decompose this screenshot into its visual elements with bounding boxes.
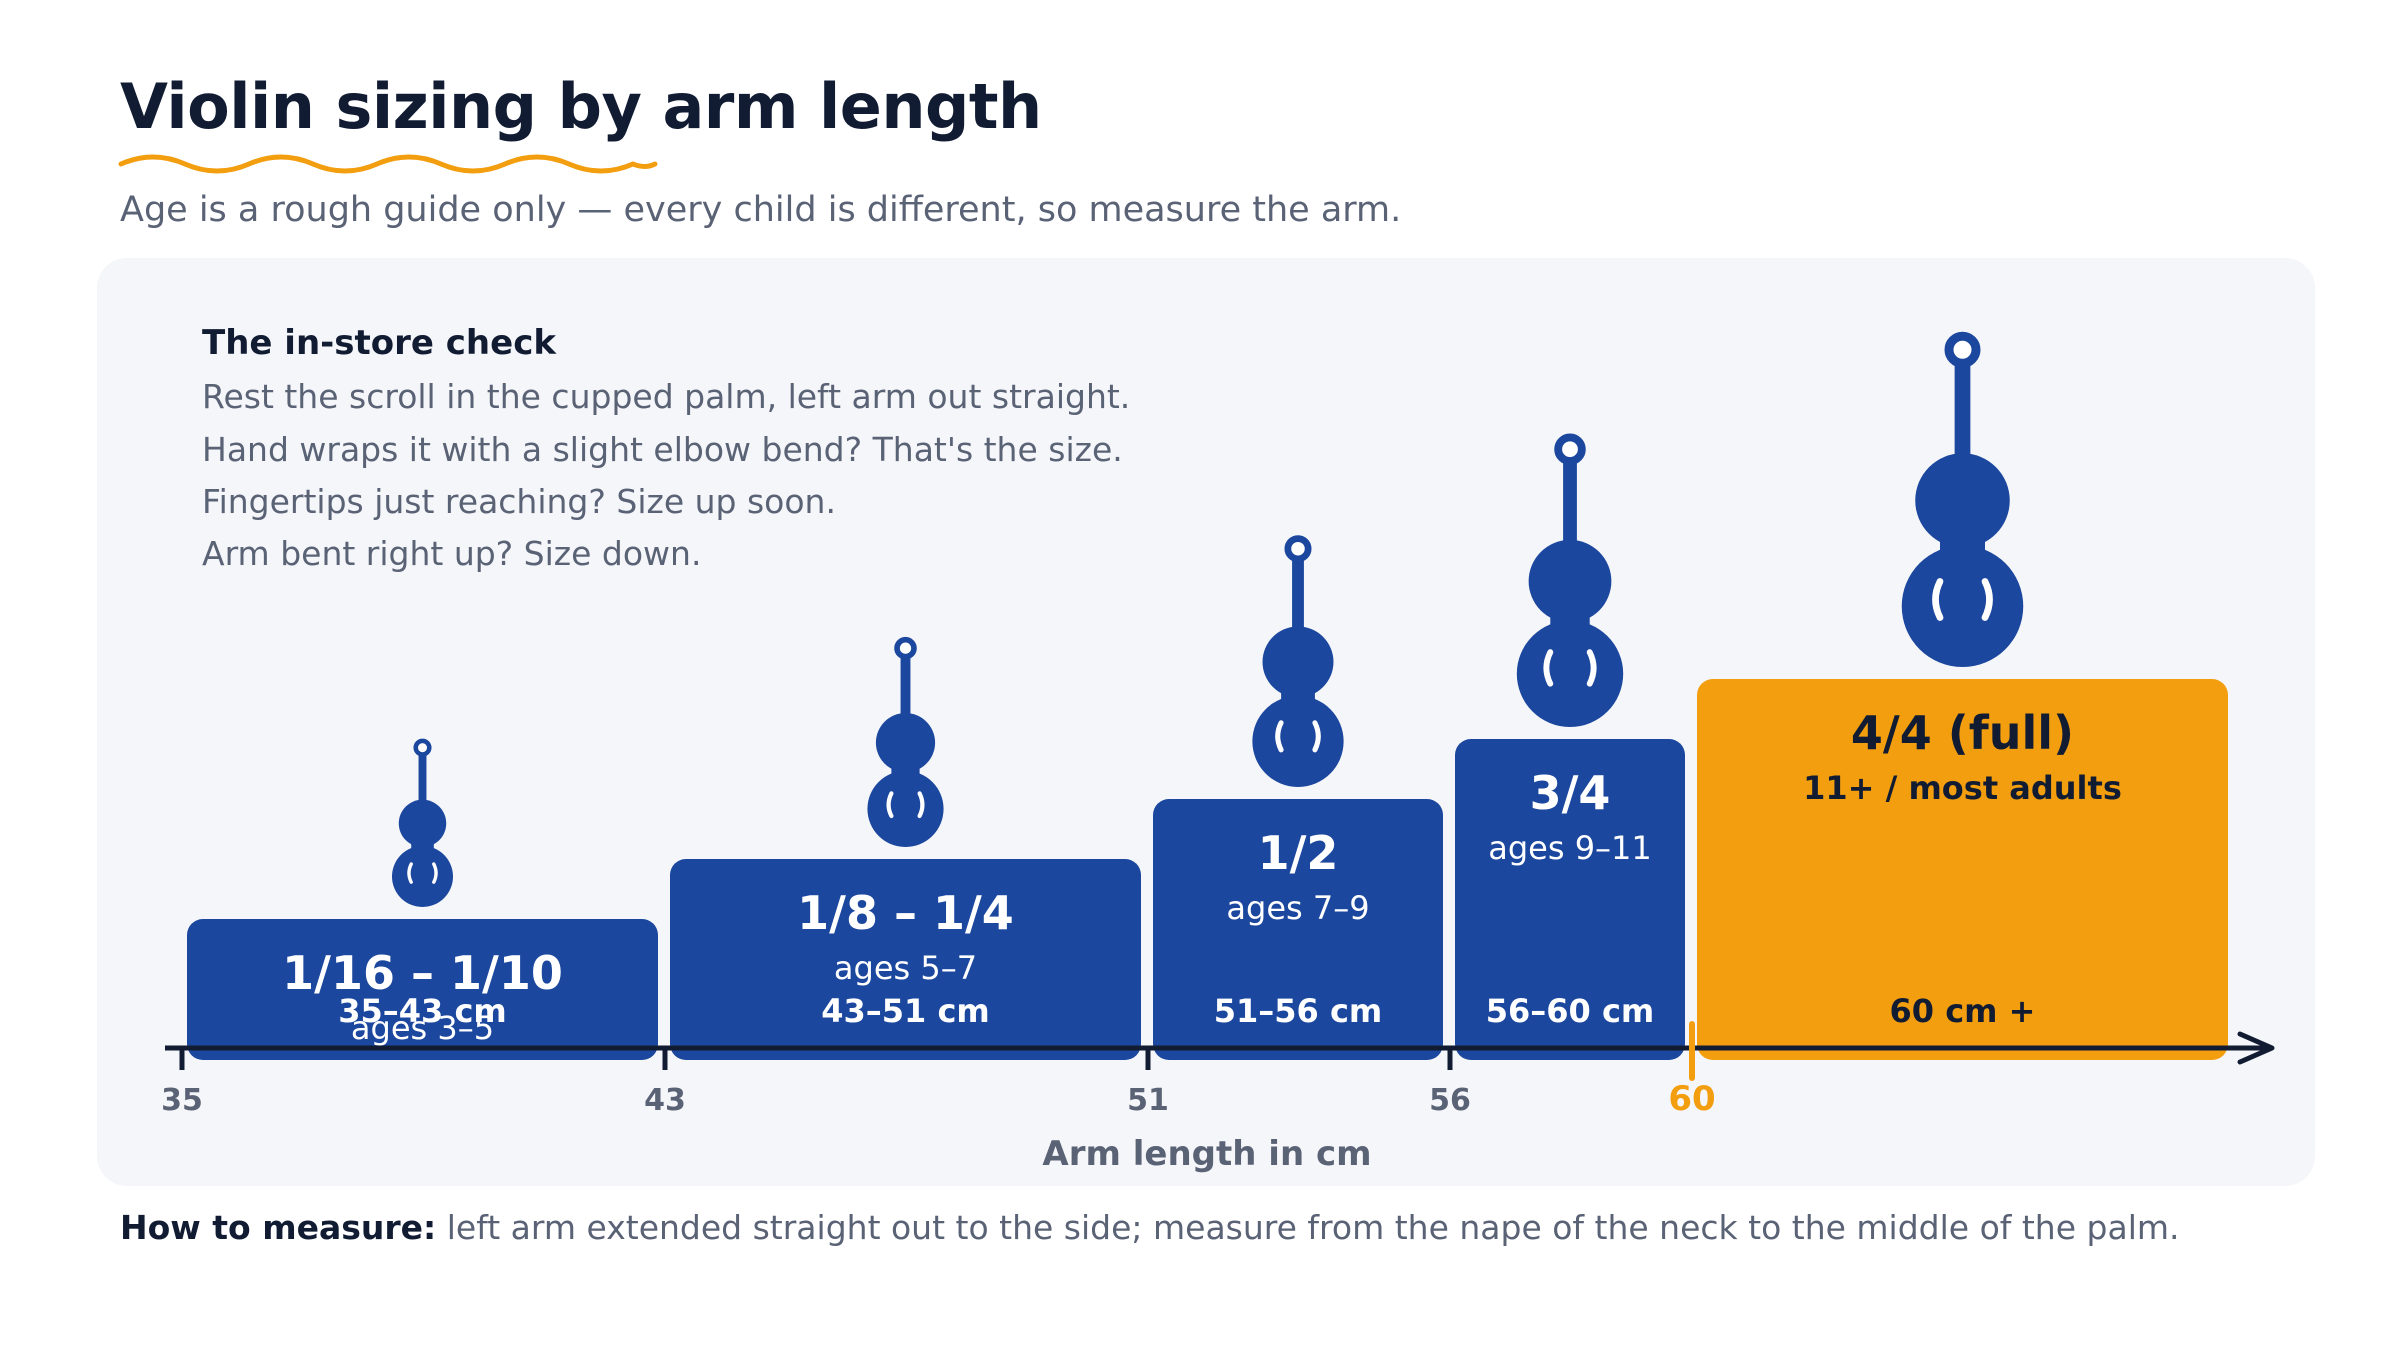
violin-icon-part xyxy=(432,862,438,884)
violin-icon-part xyxy=(391,845,454,907)
violin-icon-part xyxy=(1262,626,1334,698)
size-bar xyxy=(187,919,658,1060)
age-label: ages 5–7 xyxy=(834,949,977,987)
violin-icon-part xyxy=(1516,620,1624,727)
age-label: ages 9–11 xyxy=(1488,829,1652,867)
violin-icon-part xyxy=(891,756,920,783)
age-label: ages 7–9 xyxy=(1226,889,1369,927)
violin-icon-part xyxy=(1940,523,1985,564)
instore-check-title: The in-store check xyxy=(202,323,556,363)
range-label: 35–43 cm xyxy=(338,992,507,1030)
violin-icon-part xyxy=(418,751,427,808)
violin-icon-part xyxy=(1275,720,1284,753)
violin-icon-part xyxy=(1563,455,1577,554)
size-bar xyxy=(670,859,1141,1060)
violin-icon-part xyxy=(917,791,925,819)
violin-icon xyxy=(1252,535,1344,787)
range-label: 56–60 cm xyxy=(1486,992,1655,1030)
measure-instructions-text: left arm extended straight out to the si… xyxy=(446,1208,2180,1247)
violin-icon-part xyxy=(1543,649,1554,687)
violin-icon-part xyxy=(1932,578,1944,621)
x-axis-title: Arm length in cm xyxy=(1042,1134,1371,1174)
violin-icon-part xyxy=(407,862,413,884)
violin-icon-part xyxy=(398,799,447,848)
violin-icon-part xyxy=(1944,331,1981,368)
violin-icon-part xyxy=(1252,695,1344,787)
instore-check-line: Arm bent right up? Size down. xyxy=(202,534,702,573)
tick-label: 51 xyxy=(1127,1083,1169,1118)
violin-icon-part xyxy=(1554,433,1586,465)
measure-instructions: How to measure: left arm extended straig… xyxy=(120,1208,2180,1247)
range-label: 60 cm + xyxy=(1890,992,2036,1030)
violin-icon-part xyxy=(1284,535,1312,563)
violin-icon-part xyxy=(1901,545,2024,667)
violin-icon-part xyxy=(1292,553,1304,639)
violin-icon-part xyxy=(886,791,894,819)
tick-label: 56 xyxy=(1429,1083,1471,1118)
violin-icon-part xyxy=(1954,356,1971,469)
size-label: 3/4 xyxy=(1530,766,1611,820)
size-label: 1/8 – 1/4 xyxy=(797,886,1014,940)
size-label: 4/4 (full) xyxy=(1851,706,2074,760)
violin-icon-part xyxy=(900,652,911,723)
measure-instructions-label: How to measure: xyxy=(120,1208,437,1247)
x-axis-arrow-icon xyxy=(2237,1031,2275,1065)
page-title: Violin sizing by arm length xyxy=(120,70,1042,143)
violin-icon-part xyxy=(1528,539,1612,623)
violin-icon-part xyxy=(1312,720,1321,753)
violin-icon xyxy=(391,738,454,907)
violin-icon xyxy=(1901,331,2024,667)
violin-icon xyxy=(867,636,944,847)
tick-label: 43 xyxy=(644,1083,686,1118)
title-underline xyxy=(118,154,658,174)
tick-label: 60 xyxy=(1668,1079,1715,1119)
age-label: 11+ / most adults xyxy=(1803,769,2122,807)
violin-icon-part xyxy=(867,770,944,847)
instore-check-line: Fingertips just reaching? Size up soon. xyxy=(202,482,836,521)
tick-label: 35 xyxy=(161,1083,203,1118)
violin-icon-part xyxy=(413,738,432,757)
range-label: 51–56 cm xyxy=(1214,992,1383,1030)
page-subtitle: Age is a rough guide only — every child … xyxy=(120,190,1402,230)
range-label: 43–51 cm xyxy=(821,992,990,1030)
size-label: 1/2 xyxy=(1258,826,1339,880)
violin-icon-part xyxy=(875,713,936,773)
violin-icon-part xyxy=(1981,578,1993,621)
violin-icon-part xyxy=(1281,678,1315,710)
violin-icon-part xyxy=(1550,600,1590,637)
violin-icon-part xyxy=(894,636,917,660)
age-label: ages 3–5 xyxy=(351,1009,494,1047)
size-bar xyxy=(1153,799,1443,1060)
size-label: 1/16 – 1/10 xyxy=(282,946,563,1000)
instore-check-line: Hand wraps it with a slight elbow bend? … xyxy=(202,430,1123,469)
violin-icon-part xyxy=(411,834,434,856)
violin-icon xyxy=(1516,433,1624,727)
instore-check-line: Rest the scroll in the cupped palm, left… xyxy=(202,377,1131,416)
size-bar xyxy=(1455,739,1685,1060)
violin-icon-part xyxy=(1915,453,2010,548)
violin-icon-part xyxy=(1586,649,1597,687)
size-bar xyxy=(1697,679,2228,1060)
